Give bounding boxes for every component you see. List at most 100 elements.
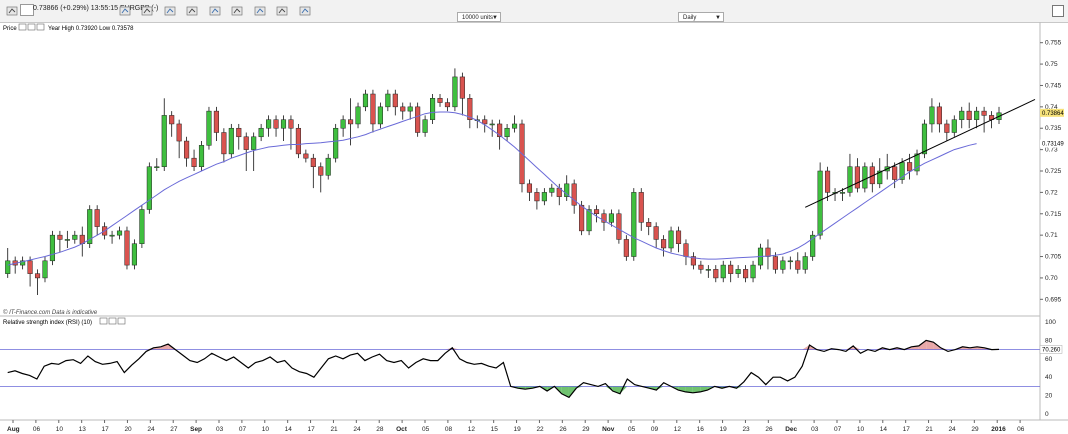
y-tick-label: 0.70 [1045, 275, 1058, 282]
x-tick-label: 19 [514, 426, 522, 433]
candle-up [802, 256, 808, 270]
candle-up [452, 76, 458, 108]
x-tick-label: 24 [147, 426, 155, 433]
panel-menu-icon[interactable] [18, 23, 27, 31]
candle-up [705, 269, 711, 271]
y-tick-label: 0.745 [1045, 82, 1062, 89]
zoom-in-icon[interactable] [6, 5, 18, 17]
x-tick-label: 17 [102, 426, 110, 433]
x-tick-label: 26 [765, 426, 773, 433]
candle-up [355, 106, 361, 125]
rsi-y-tick-label: 0 [1045, 411, 1049, 418]
candle-down [303, 153, 309, 159]
chart-type-icon[interactable] [20, 4, 34, 16]
timeframe-select[interactable]: Daily ▼ [678, 12, 724, 22]
x-tick-label: 09 [651, 426, 659, 433]
candle-down [236, 127, 242, 138]
x-tick-label: 07 [834, 426, 842, 433]
x-tick-label: 29 [971, 426, 979, 433]
y-tick-label: 0.73 [1045, 147, 1058, 154]
x-tick-label: 15 [491, 426, 499, 433]
candle-down [944, 123, 950, 133]
rsi-overbought-fill [802, 345, 810, 350]
rsi-overbought-fill [918, 340, 927, 350]
pan-icon[interactable] [141, 5, 153, 17]
candle-up [847, 166, 853, 193]
moving-average-line [7, 111, 977, 266]
rsi-y-tick-label: 60 [1045, 356, 1053, 363]
candle-down [176, 123, 182, 142]
candle-up [951, 119, 957, 133]
candle-up [929, 106, 935, 125]
line-tool-icon[interactable] [186, 5, 198, 17]
candle-down [273, 119, 279, 129]
candle-down [646, 222, 652, 227]
candle-up [862, 166, 868, 189]
x-tick-label: 06 [33, 426, 41, 433]
candle-down [713, 269, 719, 279]
crosshair-icon[interactable] [164, 5, 176, 17]
panel-close-icon[interactable] [36, 23, 45, 31]
candle-down [497, 123, 503, 138]
y-tick-label: 0.725 [1045, 168, 1062, 175]
candle-down [310, 157, 316, 167]
ma-price-label-bg [1040, 139, 1064, 148]
candle-down [318, 166, 324, 176]
candle-down [400, 106, 406, 112]
chart[interactable]: 0.6950.700.7050.710.7150.720.7250.730.73… [0, 22, 1068, 434]
magnifier-icon[interactable] [299, 5, 311, 17]
candle-up [914, 153, 920, 172]
x-tick-label: 03 [216, 426, 224, 433]
candle-down [348, 119, 354, 125]
candle-down [675, 230, 682, 244]
price-panel-label: Price [3, 26, 17, 32]
x-tick-label: 24 [353, 426, 361, 433]
candle-up [817, 170, 823, 236]
rsi-y-tick-label: 20 [1045, 393, 1053, 400]
candle-down [601, 213, 607, 223]
candle-up [541, 192, 547, 202]
rsi-oversold-fill [605, 386, 613, 391]
window-close-icon[interactable] [1052, 5, 1064, 17]
candle-up [333, 127, 339, 159]
rsi-close-icon[interactable] [117, 317, 126, 325]
candle-up [146, 166, 152, 210]
indicator-icon[interactable] [231, 5, 243, 17]
settings-icon[interactable] [254, 5, 266, 17]
rsi-settings-icon[interactable] [108, 317, 117, 325]
candle-down [213, 110, 219, 133]
chart-type-icon[interactable] [276, 5, 288, 17]
zoom-out-icon[interactable] [119, 5, 131, 17]
candle-up [511, 123, 518, 129]
candle-down [94, 209, 100, 227]
candle-down [854, 166, 860, 189]
candle-up [206, 110, 212, 146]
y-tick-label: 0.735 [1045, 125, 1062, 132]
current-price-label: 0.73864 [1042, 111, 1064, 117]
x-tick-label: 28 [376, 426, 384, 433]
symbol-quote-text: 0.73866 (+0.29%) 13:55:15 EURGBP (-) [33, 5, 159, 12]
candle-up [422, 119, 428, 133]
x-tick-label: 23 [742, 426, 750, 433]
x-tick-label: 17 [308, 426, 316, 433]
axes: 0.6950.700.7050.710.7150.720.7250.730.73… [7, 40, 1064, 433]
candle-up [64, 239, 70, 241]
drawing-tools-icon[interactable] [209, 5, 221, 17]
candle-down [370, 93, 376, 125]
candle-down [57, 234, 63, 240]
candle-down [966, 110, 972, 120]
x-tick-label: 12 [674, 426, 682, 433]
units-select[interactable]: 10000 units ▼ [457, 12, 501, 22]
y-tick-label: 0.755 [1045, 40, 1062, 47]
rsi-oversold-fill [692, 386, 701, 393]
rsi-menu-icon[interactable] [99, 317, 108, 325]
panel-settings-icon[interactable] [27, 23, 36, 31]
rsi-overbought-fill [926, 340, 934, 350]
toolbar: 0.73866 (+0.29%) 13:55:15 EURGBP (-) 100… [0, 0, 1068, 23]
y-tick-label: 0.72 [1045, 189, 1058, 196]
x-tick-label: 14 [285, 426, 293, 433]
x-tick-label: 2016 [991, 426, 1006, 433]
candle-up [154, 166, 160, 168]
candle-down [623, 239, 629, 257]
rsi-y-tick-label: 40 [1045, 374, 1053, 381]
